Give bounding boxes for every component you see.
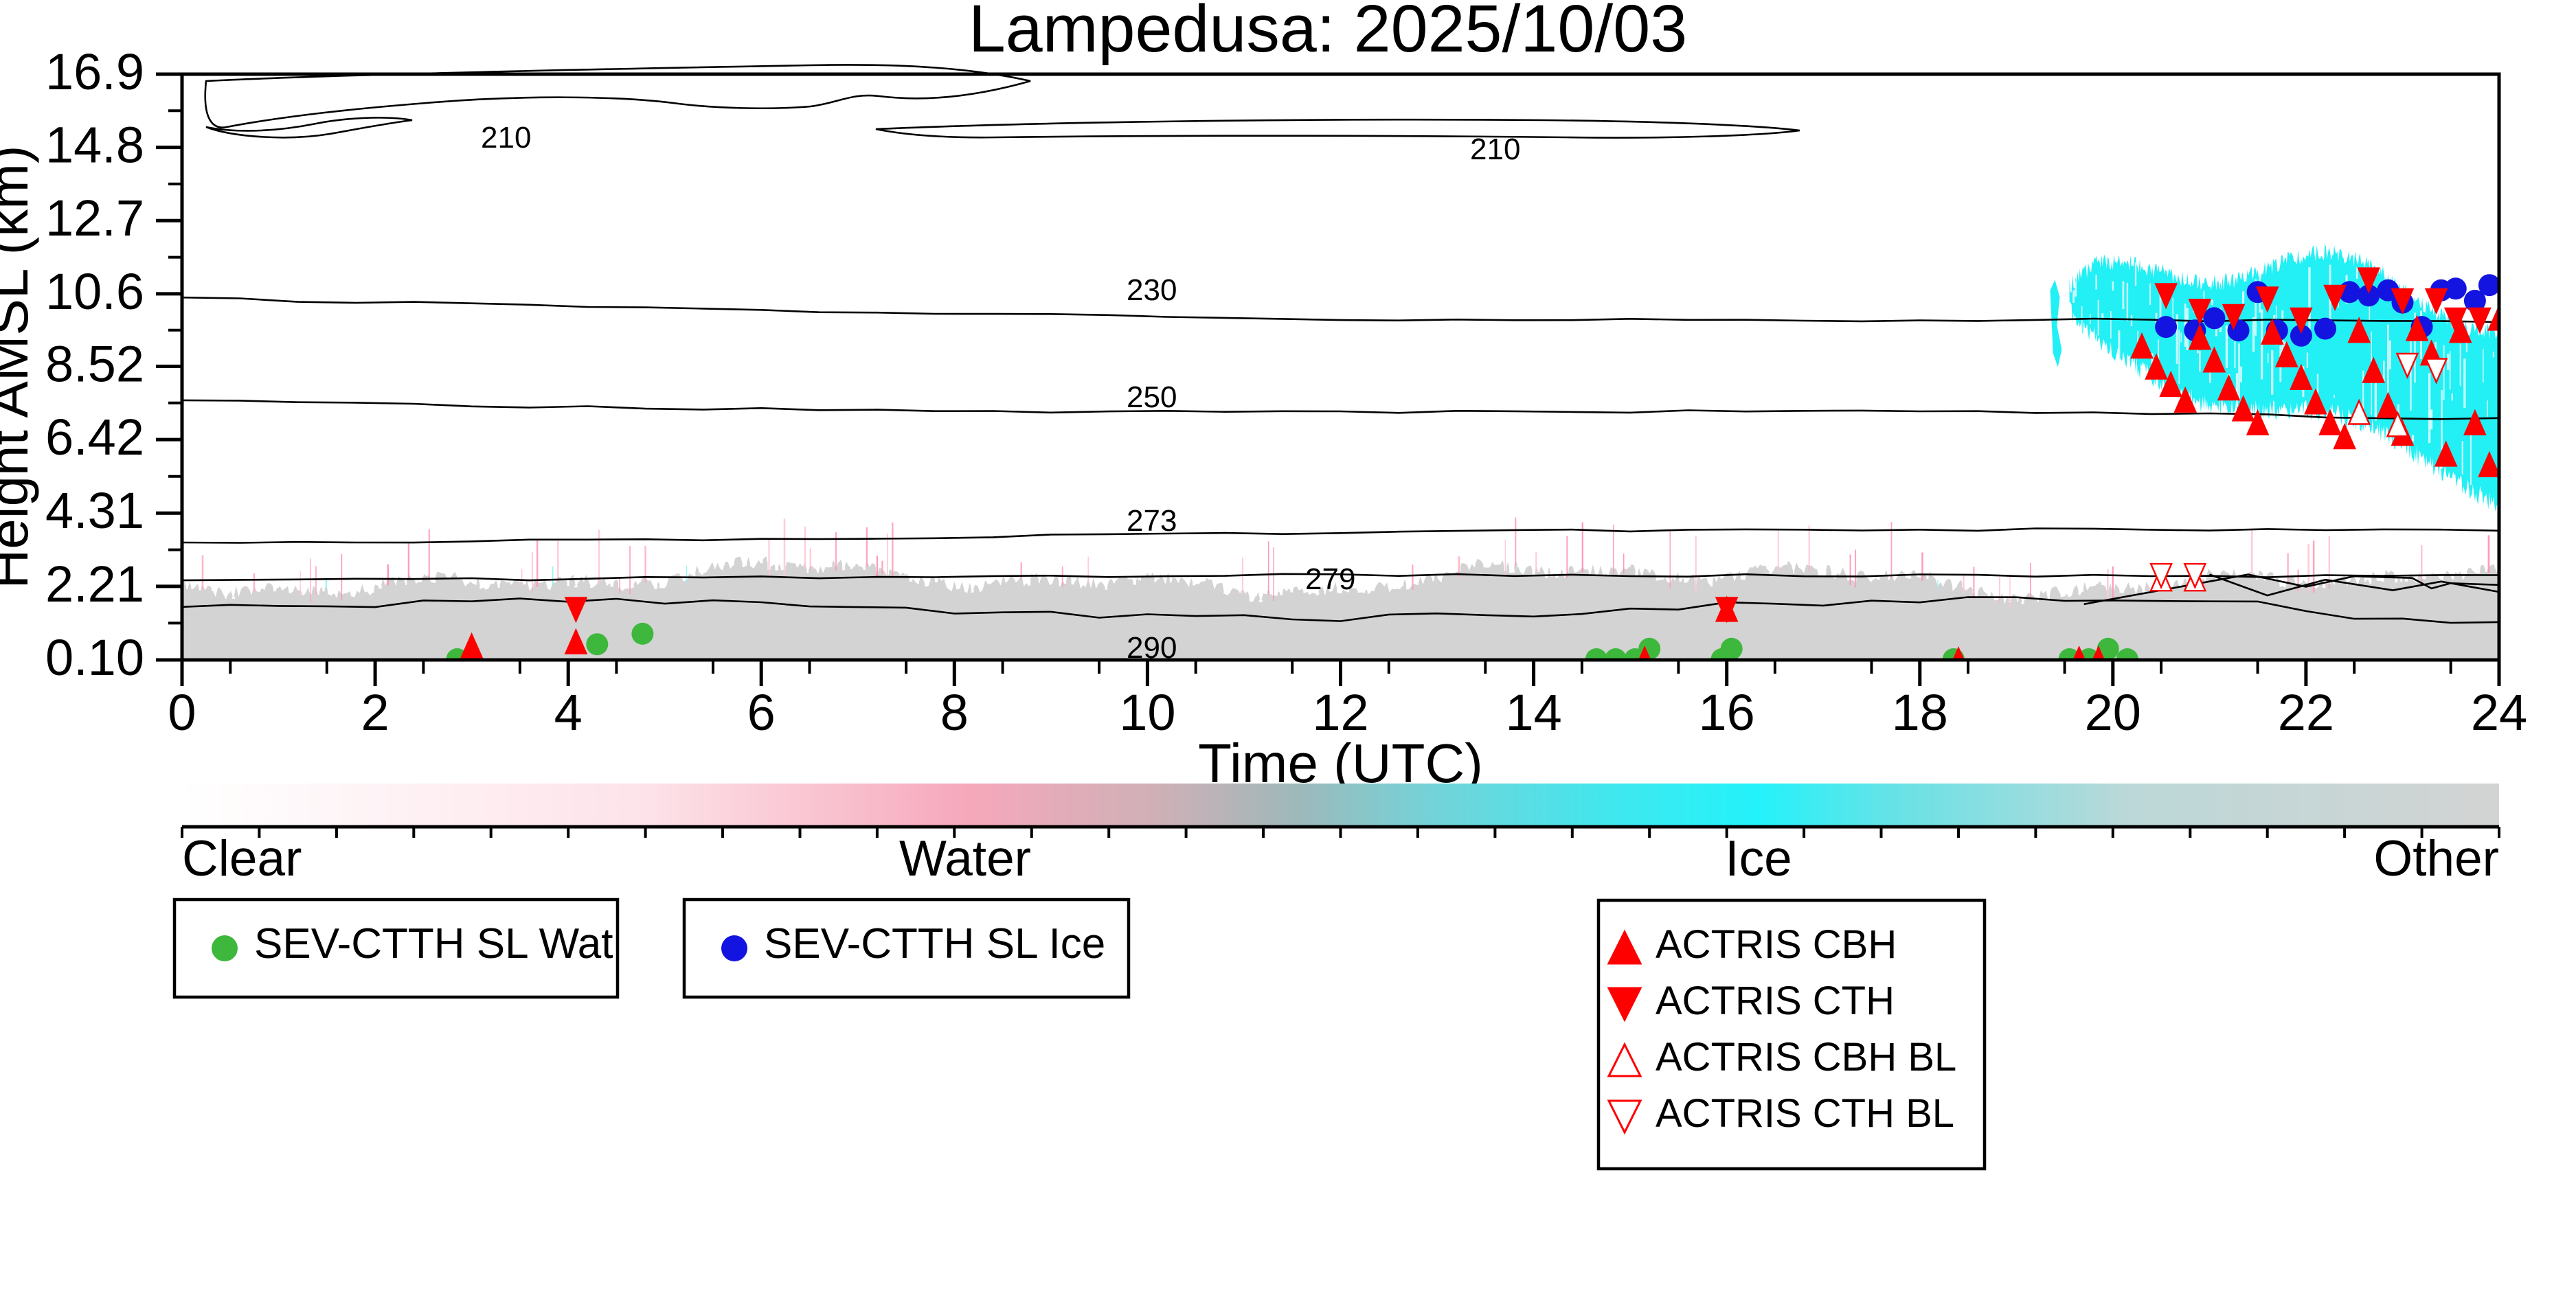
svg-text:22: 22 [2278, 684, 2334, 741]
svg-text:6.42: 6.42 [45, 409, 144, 466]
svg-text:230: 230 [1127, 273, 1177, 307]
svg-text:ACTRIS CTH: ACTRIS CTH [1656, 979, 1895, 1023]
svg-text:210: 210 [481, 121, 531, 155]
svg-text:210: 210 [1470, 133, 1520, 166]
svg-text:12.7: 12.7 [45, 190, 144, 247]
svg-text:16: 16 [1699, 684, 1755, 741]
svg-text:SEV-CTTH SL Wat: SEV-CTTH SL Wat [254, 920, 613, 968]
svg-text:Water: Water [899, 831, 1031, 887]
svg-text:20: 20 [2085, 684, 2141, 741]
svg-text:2: 2 [361, 684, 389, 741]
svg-text:14: 14 [1505, 684, 1561, 741]
svg-text:6: 6 [747, 684, 776, 741]
svg-text:8: 8 [940, 684, 969, 741]
svg-text:8.52: 8.52 [45, 336, 144, 393]
svg-text:Other: Other [2373, 831, 2499, 887]
svg-text:Clear: Clear [182, 831, 302, 887]
svg-text:24: 24 [2471, 684, 2527, 741]
svg-text:0.10: 0.10 [45, 629, 144, 686]
svg-text:ACTRIS CTH BL: ACTRIS CTH BL [1656, 1091, 1954, 1136]
svg-text:Ice: Ice [1725, 831, 1792, 887]
svg-text:16.9: 16.9 [45, 43, 144, 100]
svg-text:18: 18 [1892, 684, 1948, 741]
svg-text:10: 10 [1119, 684, 1175, 741]
svg-text:2.21: 2.21 [45, 556, 144, 613]
svg-text:0: 0 [168, 684, 196, 741]
svg-text:Lampedusa: 2025/10/03: Lampedusa: 2025/10/03 [969, 0, 1687, 66]
svg-text:4: 4 [554, 684, 583, 741]
svg-text:14.8: 14.8 [45, 117, 144, 174]
svg-text:4.31: 4.31 [45, 482, 144, 539]
svg-text:SEV-CTTH SL Ice: SEV-CTTH SL Ice [764, 920, 1105, 968]
svg-text:Height AMSL (km): Height AMSL (km) [0, 145, 39, 589]
svg-text:10.6: 10.6 [45, 263, 144, 320]
svg-text:273: 273 [1127, 504, 1177, 538]
svg-text:279: 279 [1305, 562, 1355, 596]
svg-text:ACTRIS CBH: ACTRIS CBH [1656, 922, 1897, 967]
svg-text:250: 250 [1127, 380, 1177, 414]
svg-text:ACTRIS CBH BL: ACTRIS CBH BL [1656, 1035, 1956, 1079]
